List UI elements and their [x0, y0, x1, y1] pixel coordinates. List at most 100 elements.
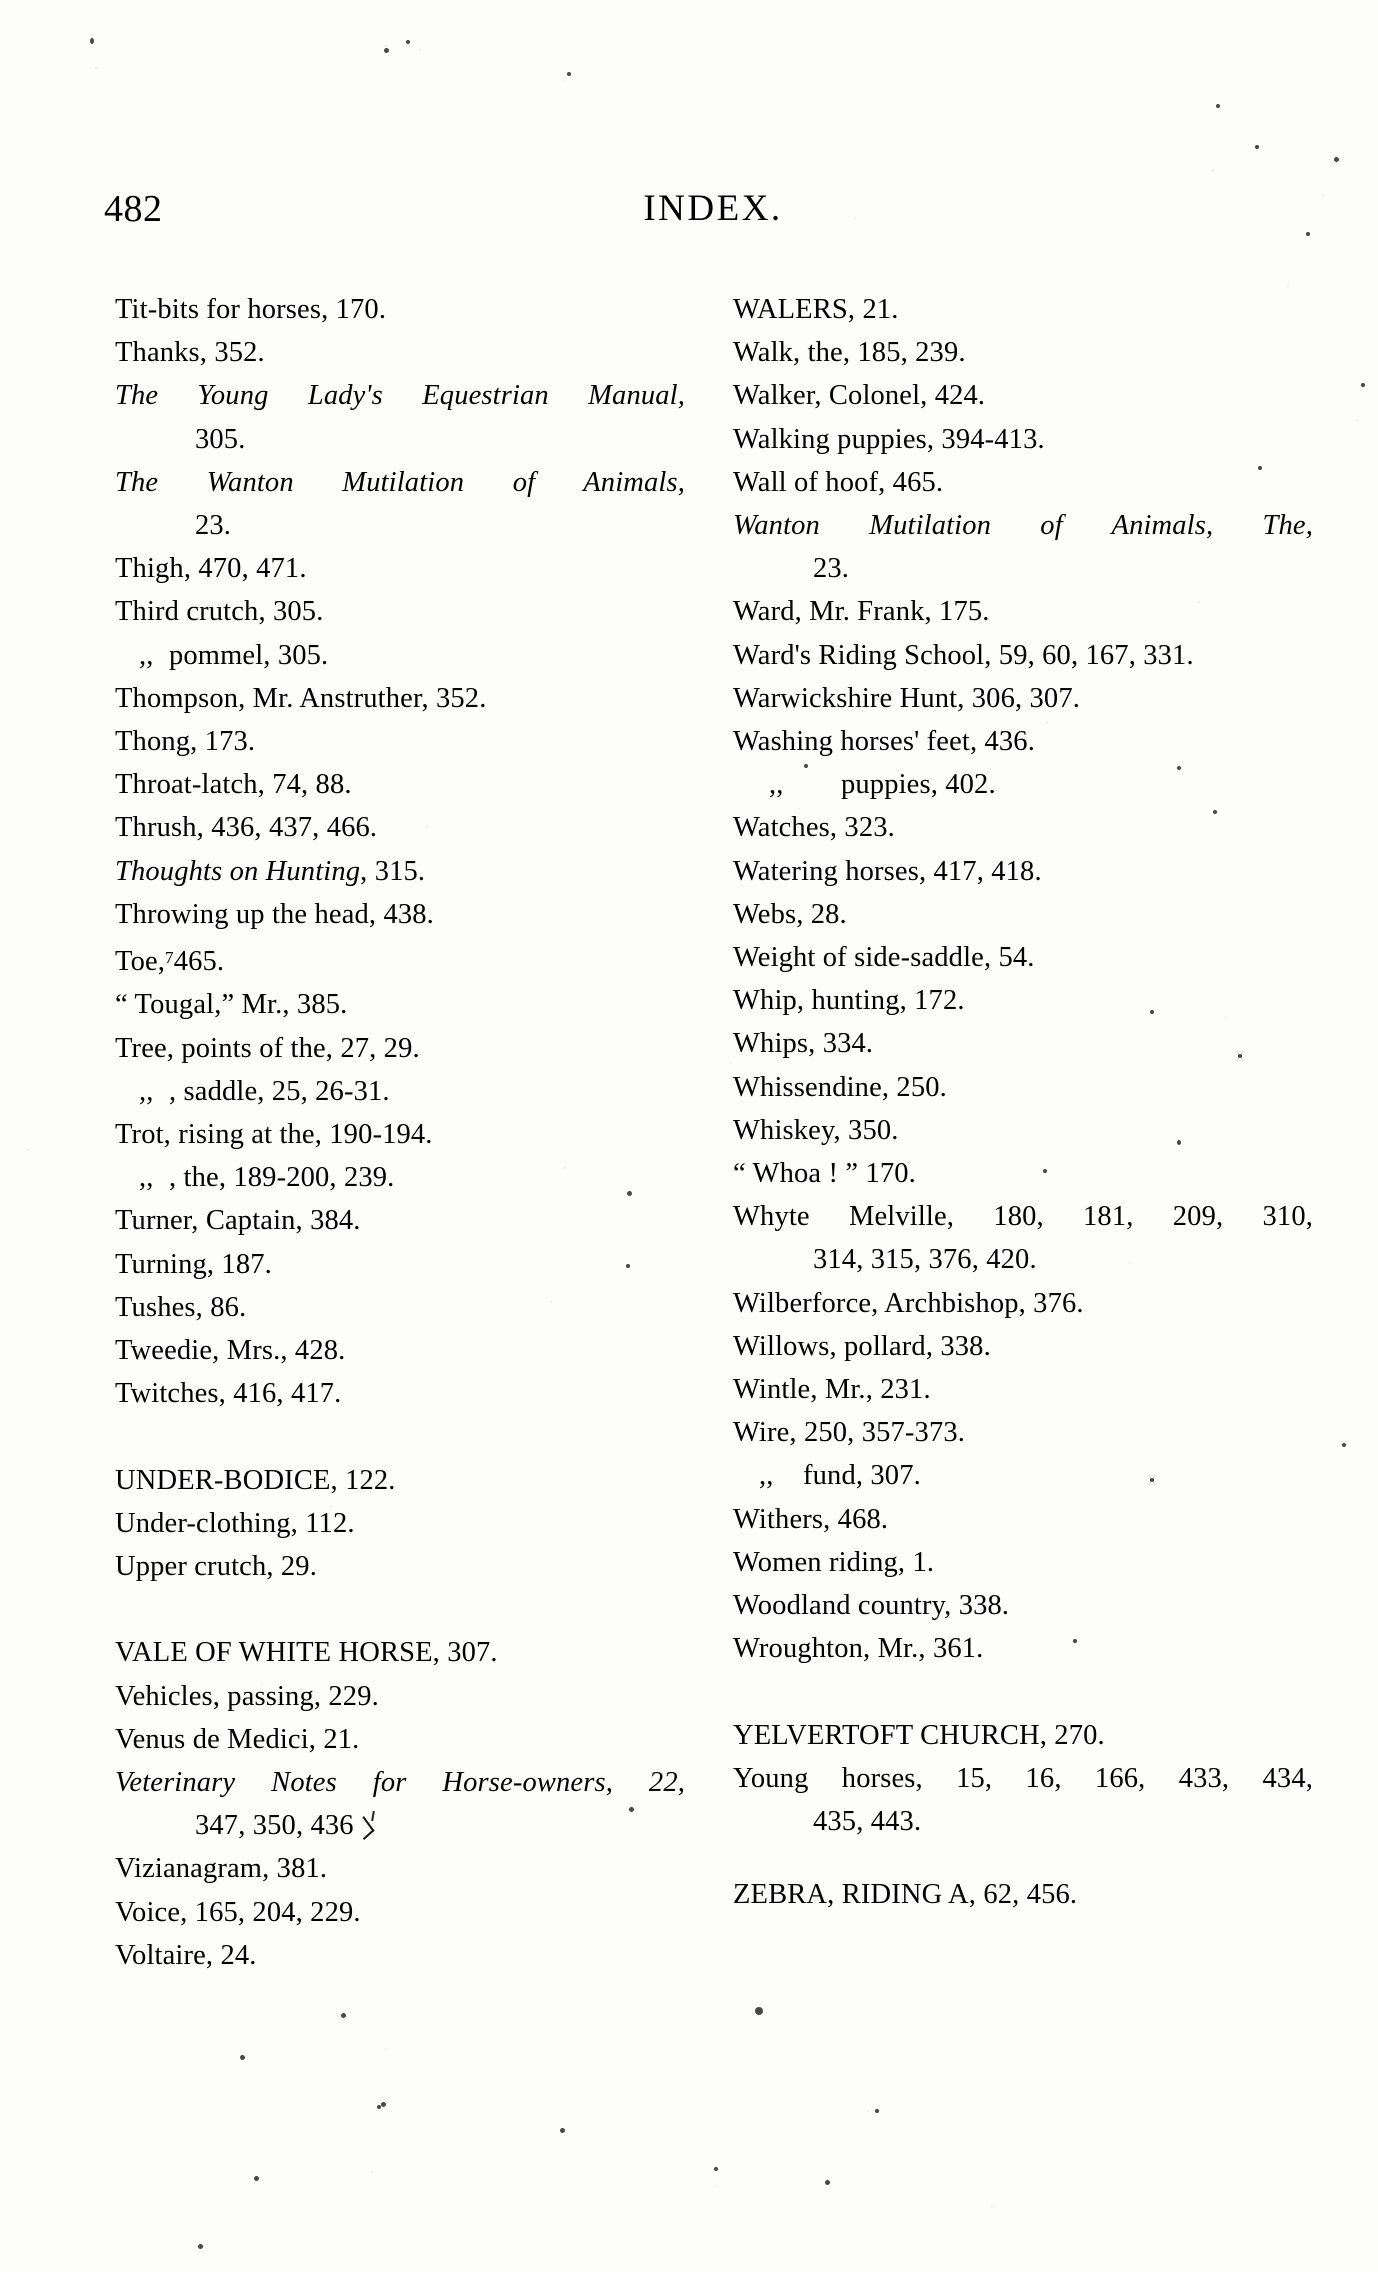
index-entry-title: The Young Lady's Equestrian Manual,	[115, 380, 685, 412]
index-entry: Willows, pollard, 338.	[733, 1325, 1313, 1368]
index-entry-pages: , 315.	[360, 855, 426, 887]
index-entry-text: Upper crutch, 29.	[115, 1551, 317, 1582]
index-entry: Walk, the, 185, 239.	[733, 331, 1313, 374]
index-entry: Webs, 28.	[733, 893, 1313, 936]
index-entry: Vehicles, passing, 229.	[115, 1675, 685, 1718]
scan-speck	[875, 2109, 879, 2113]
index-entry-continuation: 305.	[115, 418, 685, 461]
index-entry-text: Tree, points of the, 27, 29.	[115, 1032, 420, 1064]
index-entry: Women riding, 1.	[733, 1541, 1313, 1584]
index-entry-title: Whyte Melville, 180, 181, 209, 310,	[733, 1201, 1313, 1233]
index-entry-continuation: 347, 350, 436	[115, 1804, 685, 1847]
index-entry-text: Weight of side-saddle, 54.	[733, 942, 1035, 974]
index-entry: Walking puppies, 394-413.	[733, 418, 1313, 461]
index-entry: Tweedie, Mrs., 428.	[115, 1329, 685, 1372]
scan-speck	[254, 2176, 259, 2181]
index-entry: Turner, Captain, 384.	[115, 1199, 685, 1242]
index-subentry: ,, puppies, 402.	[733, 763, 1313, 806]
index-entry: Thigh, 470, 471.	[115, 547, 685, 590]
index-entry-text: Thigh, 470, 471.	[115, 553, 307, 585]
index-entry: Thong, 173.	[115, 720, 685, 763]
index-entry-continuation: 23.	[115, 504, 685, 547]
index-entry-text: Thrush, 436, 437, 466.	[115, 812, 378, 844]
scan-speck	[626, 1264, 630, 1268]
index-subentry: ,, , saddle, 25, 26-31.	[115, 1070, 685, 1113]
scan-speck	[627, 1191, 632, 1196]
index-entry-pages: 305.	[195, 423, 246, 455]
index-entry: “ Whoa ! ” 170.	[733, 1152, 1313, 1195]
scan-speck	[1073, 1639, 1077, 1643]
scan-speck	[1238, 1054, 1242, 1058]
index-entry: Wire, 250, 357-373.	[733, 1411, 1313, 1454]
index-entry-text: Walking puppies, 394-413.	[733, 423, 1045, 455]
scan-speck	[1043, 1169, 1047, 1173]
index-entry-title-italic: Thoughts on Hunting	[115, 855, 361, 887]
section-gap	[733, 1843, 1313, 1873]
index-entry-text: Vehicles, passing, 229.	[115, 1680, 379, 1712]
scan-speck	[560, 2128, 565, 2133]
index-entry-text: ZEBRA, RIDING A, 62, 456.	[733, 1879, 1078, 1911]
index-entry: Watering horses, 417, 418.	[733, 850, 1313, 893]
running-head: 482 INDEX.	[0, 186, 1378, 232]
index-entry: Turning, 187.	[115, 1243, 685, 1286]
index-entry-text: Whissendine, 250.	[733, 1071, 947, 1103]
index-entry: Thompson, Mr. Anstruther, 352.	[115, 677, 685, 720]
index-entry: Wall of hoof, 465.	[733, 461, 1313, 504]
scan-speck	[1216, 104, 1220, 108]
index-entry: Whip, hunting, 172.	[733, 979, 1313, 1022]
index-entry-pages: 314, 315, 376, 420.	[813, 1244, 1037, 1276]
ditto-mark: ,,	[139, 639, 154, 671]
scan-speck	[1258, 466, 1262, 470]
index-entry: Upper crutch, 29.	[115, 1545, 685, 1588]
index-entry: Trot, rising at the, 190-194.	[115, 1113, 685, 1156]
section-gap	[115, 1588, 685, 1631]
index-entry: Thoughts on Hunting, 315.	[115, 850, 685, 893]
index-entry: The Young Lady's Equestrian Manual, 305.	[115, 374, 685, 460]
scan-speck	[755, 2007, 763, 2015]
scan-speck	[1150, 1478, 1154, 1482]
index-entry: Walker, Colonel, 424.	[733, 374, 1313, 417]
index-entry: Thanks, 352.	[115, 331, 685, 374]
index-entry-text: Under-clothing, 112.	[115, 1507, 355, 1539]
index-entry-text: “ Whoa ! ” 170.	[733, 1158, 916, 1190]
index-entry-text: Tweedie, Mrs., 428.	[115, 1335, 346, 1366]
handwritten-check-mark-icon	[354, 1833, 380, 1834]
index-entry: Twitches, 416, 417.	[115, 1372, 685, 1415]
index-entry-text: VALE OF WHITE HORSE, 307.	[115, 1637, 498, 1669]
section-gap	[115, 1415, 685, 1458]
scan-speck	[1306, 232, 1310, 236]
index-entry-text: UNDER-BODICE, 122.	[115, 1464, 396, 1496]
scan-speck	[825, 2180, 830, 2185]
index-entry-pages: 23.	[195, 510, 232, 542]
index-entry: Wintle, Mr., 231.	[733, 1368, 1313, 1411]
index-entry-continuation: 435, 443.	[733, 1800, 1313, 1843]
index-entry-text: Warwickshire Hunt, 306, 307.	[733, 682, 1081, 714]
index-subentry-text: , saddle, 25, 26-31.	[169, 1075, 390, 1107]
index-entry-text: Whip, hunting, 172.	[733, 985, 965, 1017]
index-entry: Thrush, 436, 437, 466.	[115, 806, 685, 849]
index-entry-text: Turner, Captain, 384.	[115, 1205, 361, 1237]
index-entry: Whiskey, 350.	[733, 1109, 1313, 1152]
index-entry-text: Trot, rising at the, 190-194.	[115, 1118, 433, 1150]
index-subentry: ,, , the, 189-200, 239.	[115, 1156, 685, 1199]
scan-speck	[1213, 810, 1217, 814]
scan-speck	[1342, 1443, 1346, 1447]
scan-speck	[377, 2105, 381, 2109]
scan-speck	[567, 72, 571, 76]
index-entry: Toe,7465.	[115, 936, 685, 983]
index-entry-title: Young horses, 15, 16, 166, 433, 434,	[733, 1762, 1313, 1794]
index-entry-text: Thanks, 352.	[115, 337, 265, 369]
ditto-mark: ,,	[769, 769, 784, 801]
index-entry: YELVERTOFT CHURCH, 270.	[733, 1714, 1313, 1757]
index-entry-text: Ward's Riding School, 59, 60, 167, 331.	[733, 639, 1194, 671]
index-entry: Veterinary Notes for Horse-owners, 22, 34…	[115, 1761, 685, 1847]
scan-speck	[1177, 1140, 1181, 1145]
index-entry: WALERS, 21.	[733, 288, 1313, 331]
page-title: INDEX.	[643, 188, 783, 229]
index-entry-text: Webs, 28.	[733, 898, 847, 930]
index-entry-text: Wintle, Mr., 231.	[733, 1374, 931, 1406]
index-entry-pages: 465.	[173, 946, 225, 978]
scan-speck	[1255, 145, 1259, 149]
index-entry-text: Watches, 323.	[733, 812, 895, 844]
index-entry-text: WALERS, 21.	[733, 294, 899, 325]
